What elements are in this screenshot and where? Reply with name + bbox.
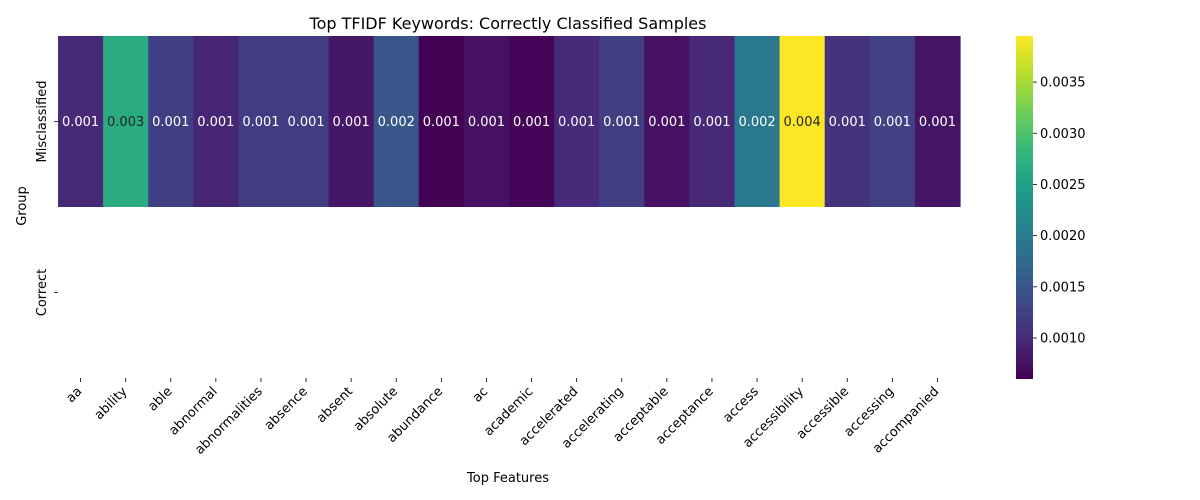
- heatmap-cell: [283, 36, 330, 207]
- y-axis-label: Group: [15, 186, 30, 226]
- y-tick-label: Misclassified: [35, 81, 50, 163]
- heatmap-cell: [779, 36, 826, 207]
- heatmap-cell: [914, 36, 961, 207]
- x-tick-label: ac: [470, 384, 491, 405]
- heatmap-cell: [418, 36, 465, 207]
- colorbar-tick-label: 0.0030: [1040, 127, 1086, 142]
- cell-value-label: 0.001: [919, 115, 956, 130]
- x-tick-label: ability: [92, 384, 131, 423]
- colorbar-tick-label: 0.0020: [1040, 229, 1086, 244]
- heatmap-cell: [58, 36, 104, 207]
- colorbar-gradient: [1016, 36, 1033, 379]
- heatmap-cell: [689, 36, 736, 207]
- heatmap-cell-labels: 0.001 0.003 0.001 0.001 0.001 0.001 0.001 0.002…: [62, 115, 956, 130]
- cell-value-label: 0.001: [603, 115, 640, 130]
- y-tick-label: Correct: [35, 269, 50, 316]
- cell-value-label: 0.001: [693, 115, 730, 130]
- heatmap-cell: [644, 36, 690, 207]
- chart-title: Top TFIDF Keywords: Correctly Classified…: [309, 14, 707, 33]
- heatmap-cell: [103, 36, 149, 207]
- colorbar-tick-label: 0.0015: [1040, 280, 1086, 295]
- x-tick-label: absent: [314, 384, 356, 426]
- heatmap-cell: [599, 36, 645, 207]
- colorbar-tick-label: 0.0025: [1040, 178, 1086, 193]
- heatmap-cell: [148, 36, 194, 207]
- cell-value-label: 0.001: [874, 115, 911, 130]
- cell-value-label: 0.001: [423, 115, 460, 130]
- heatmap-cell: [238, 36, 285, 207]
- x-tick-label: aa: [64, 384, 86, 406]
- colorbar-tick-label: 0.0035: [1040, 76, 1086, 91]
- heatmap-cell: [734, 36, 781, 207]
- cell-value-label: 0.001: [197, 115, 234, 130]
- cell-value-label: 0.001: [513, 115, 550, 130]
- heatmap-cells: [58, 36, 961, 207]
- cell-value-label: 0.002: [378, 115, 415, 130]
- cell-value-label: 0.001: [829, 115, 866, 130]
- cell-value-label: 0.003: [107, 115, 144, 130]
- x-axis: aa ability ableabnormalabnormalitiesabsenc…: [64, 378, 942, 458]
- cell-value-label: 0.001: [468, 115, 505, 130]
- heatmap-cell: [463, 36, 510, 207]
- x-tick-label: access: [720, 384, 762, 426]
- cell-value-label: 0.001: [333, 115, 370, 130]
- heatmap-cell: [509, 36, 555, 207]
- cell-value-label: 0.001: [287, 115, 324, 130]
- heatmap-cell: [554, 36, 600, 207]
- cell-value-label: 0.001: [558, 115, 595, 130]
- colorbar-tick-label: 0.0010: [1040, 332, 1086, 347]
- heatmap-cell: [824, 36, 871, 207]
- cell-value-label: 0.002: [738, 115, 775, 130]
- heatmap-cell: [328, 36, 375, 207]
- cell-value-label: 0.004: [784, 115, 821, 130]
- cell-value-label: 0.001: [242, 115, 279, 130]
- cell-value-label: 0.001: [648, 115, 685, 130]
- colorbar: 0.0010 0.0015 0.0020 0.0025 0.0030 0.0035: [1016, 36, 1086, 379]
- x-tick-label: absence: [262, 384, 311, 433]
- x-axis-label: Top Features: [466, 471, 549, 486]
- x-tick-label: able: [145, 384, 175, 414]
- heatmap-cell: [193, 36, 239, 207]
- heatmap-cell: [869, 36, 916, 207]
- cell-value-label: 0.001: [152, 115, 189, 130]
- cell-value-label: 0.001: [62, 115, 99, 130]
- y-axis: Misclassified Correct: [35, 81, 58, 316]
- heatmap-cell: [373, 36, 420, 207]
